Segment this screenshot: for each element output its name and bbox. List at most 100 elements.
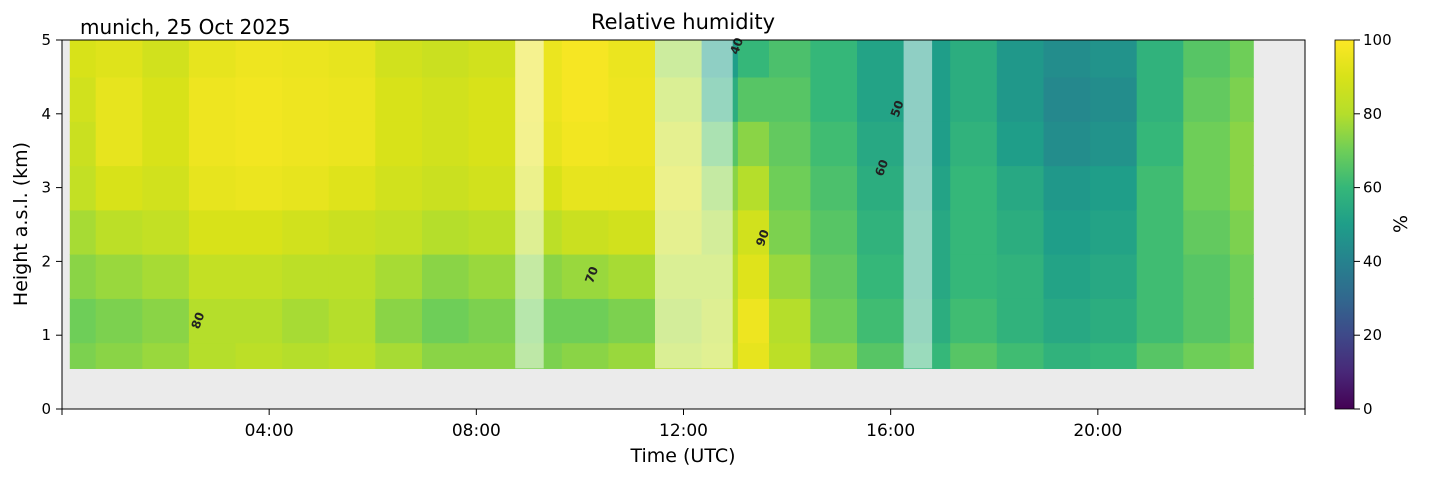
heatmap-cell: [561, 165, 609, 211]
heatmap-cell: [422, 254, 470, 299]
heatmap-cell: [328, 254, 376, 299]
heatmap-cell: [142, 76, 190, 122]
heatmap-cell: [737, 121, 770, 167]
heatmap-cell: [950, 76, 998, 122]
contour-label: 50: [888, 98, 907, 118]
y-tick-label: 1: [41, 326, 51, 344]
heatmap-cell: [375, 342, 423, 369]
heatmap-cell: [142, 40, 190, 78]
heatmap-cell: [235, 121, 283, 167]
heatmap-cell: [950, 121, 998, 167]
heatmap-cell: [142, 254, 190, 299]
heatmap-cell: [69, 342, 97, 369]
x-tick-label: 12:00: [659, 421, 708, 441]
heatmap-cell: [996, 209, 1044, 255]
heatmap-cell: [1229, 342, 1254, 369]
heatmap-cell: [375, 76, 423, 122]
heatmap-cell: [769, 121, 811, 167]
contour-labels: 80 70 90 60 50 40: [189, 36, 907, 331]
heatmap-cell: [1136, 165, 1184, 211]
heatmap-cell: [996, 40, 1044, 78]
heatmap-cell: [561, 254, 609, 299]
y-tick-label: 2: [41, 252, 51, 270]
heatmap-cell: [188, 76, 237, 122]
heatmap-cell: [1183, 209, 1231, 255]
heatmap-cell: [1090, 342, 1138, 369]
heatmap-cell: [857, 342, 905, 369]
heatmap-cell: [1043, 76, 1091, 122]
y-axis-label: Height a.s.l. (km): [10, 142, 32, 306]
heatmap-cell: [188, 254, 237, 299]
heatmap-cell: [561, 342, 609, 369]
heatmap-cell: [1090, 40, 1138, 78]
heatmap-cell: [468, 121, 516, 167]
heatmap-cell: [1229, 254, 1254, 299]
heatmap-cell: [375, 165, 423, 211]
heatmap-cell: [608, 254, 656, 299]
heatmap-cell: [608, 298, 656, 344]
heatmap-cell: [769, 254, 811, 299]
heatmap-cell: [1043, 298, 1091, 344]
heatmap-cell: [1136, 121, 1184, 167]
heatmap-cell: [188, 40, 237, 78]
heatmap-cell: [235, 298, 283, 344]
heatmap-cell: [422, 121, 470, 167]
chart-title: Relative humidity: [591, 10, 775, 34]
colorbar-tick-label: 60: [1363, 179, 1382, 197]
heatmap-cell: [188, 209, 237, 255]
contour-label: 40: [727, 36, 746, 56]
y-tick-label: 4: [41, 105, 51, 123]
heatmap-cell: [235, 342, 283, 369]
heatmap-cell: [1043, 40, 1091, 78]
heatmap-cell: [95, 209, 143, 255]
heatmap-cell: [608, 76, 656, 122]
heatmap-cell: [996, 121, 1044, 167]
heatmap-cell: [561, 40, 609, 78]
heatmap-cell: [328, 209, 376, 255]
heatmap-cell: [69, 209, 97, 255]
heatmap-cell: [1090, 165, 1138, 211]
heatmap-cell: [810, 165, 858, 211]
x-tick-label: 04:00: [245, 421, 294, 441]
y-axis-ticks: 0 1 2 3 4 5: [41, 31, 62, 418]
heatmap-cell: [468, 254, 516, 299]
contour-label: 80: [189, 310, 208, 330]
heatmap-cell: [1090, 209, 1138, 255]
heatmap-cell: [1136, 298, 1184, 344]
heatmap-cell: [1090, 76, 1138, 122]
heatmap-cell: [1090, 298, 1138, 344]
heatmap-cell: [737, 342, 770, 369]
heatmap-cell: [188, 298, 237, 344]
heatmap-cell: [69, 121, 97, 167]
heatmap-cell: [996, 76, 1044, 122]
heatmap-cell: [1183, 121, 1231, 167]
heatmap-cell: [810, 209, 858, 255]
x-tick-label: 20:00: [1073, 421, 1122, 441]
heatmap-cell: [235, 40, 283, 78]
heatmap-cell: [468, 40, 516, 78]
heatmap-cell: [282, 254, 330, 299]
heatmap-cell: [95, 342, 143, 369]
heatmap-cell: [1136, 254, 1184, 299]
heatmap-cell: [95, 76, 143, 122]
heatmap-cell: [737, 209, 770, 255]
heatmap-cell: [769, 40, 811, 78]
heatmap-cell: [950, 254, 998, 299]
heatmap-cell: [1136, 40, 1184, 78]
x-tick-label: 08:00: [452, 421, 501, 441]
heatmap-cell: [282, 76, 330, 122]
heatmap-cell: [468, 209, 516, 255]
contour-label: 70: [582, 265, 601, 285]
contour-label: 90: [753, 228, 772, 248]
heatmap-cell: [950, 298, 998, 344]
heatmap-cell: [769, 165, 811, 211]
colorbar-tick-label: 20: [1363, 326, 1382, 344]
heatmap-cell: [235, 76, 283, 122]
heatmap-cell: [188, 121, 237, 167]
heatmap-cell: [608, 40, 656, 78]
heatmap-cell: [328, 165, 376, 211]
y-tick-label: 3: [41, 179, 51, 197]
heatmap-cell: [282, 298, 330, 344]
heatmap-cell: [468, 76, 516, 122]
heatmap-cell: [1183, 254, 1231, 299]
